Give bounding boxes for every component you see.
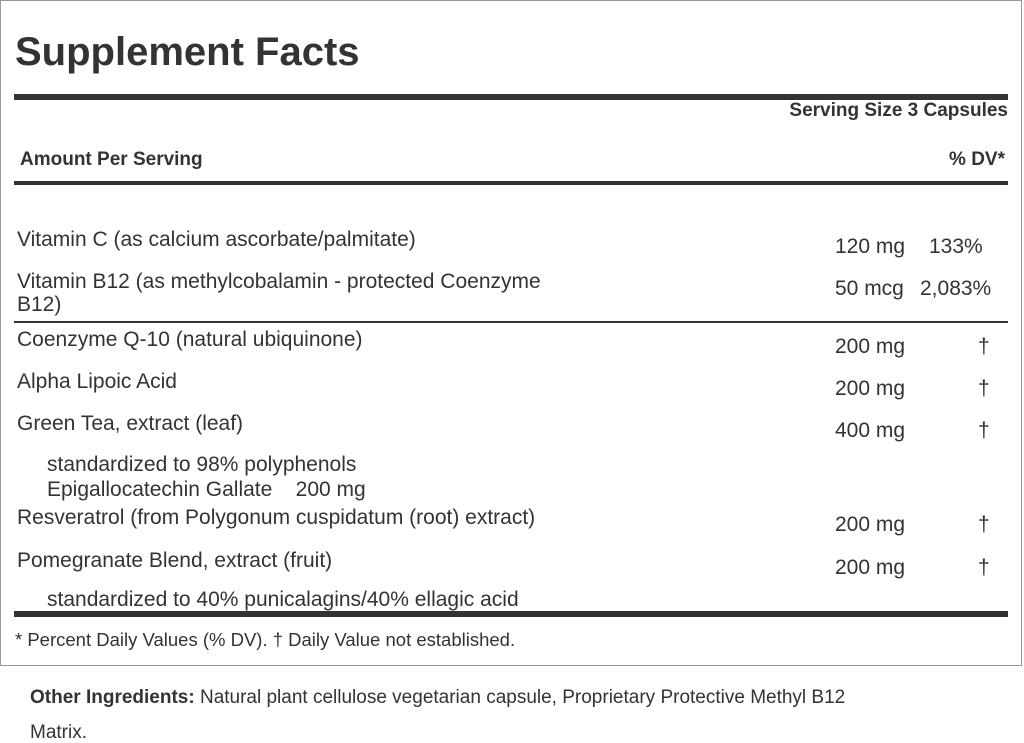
other-ingredients-line2: Matrix. (30, 722, 87, 743)
ingredient-name: Vitamin C (as calcium ascorbate/palmitat… (17, 228, 416, 251)
ingredient-name: Resveratrol (from Polygonum cuspidatum (… (17, 506, 536, 529)
dagger-mark: † (978, 419, 990, 442)
ingredient-amount: 50 mcg (835, 277, 904, 300)
ingredient-amount: 200 mg (835, 377, 906, 400)
bottom-divider (14, 611, 1008, 617)
ingredient-amount: 200 mg (835, 335, 906, 358)
ingredient-name: Coenzyme Q-10 (natural ubiquinone) (17, 328, 363, 351)
ingredient-sub: standardized to 98% polyphenols (47, 453, 357, 476)
ingredient-sub: standardized to 40% punicalagins/40% ell… (47, 588, 519, 611)
dv-header: % DV* (949, 149, 1005, 170)
ingredient-dv: 133% (929, 235, 983, 258)
dagger-mark: † (978, 556, 990, 579)
dagger-mark: † (978, 513, 990, 536)
ingredient-sub: Epigallocatechin Gallate 200 mg (47, 478, 366, 501)
ingredient-name: Green Tea, extract (leaf) (17, 412, 244, 435)
thick-divider (14, 94, 1008, 100)
dagger-mark: † (978, 335, 990, 358)
ingredient-amount: 200 mg (835, 556, 906, 579)
ingredient-amount: 120 mg (835, 235, 906, 258)
serving-size: Serving Size 3 Capsules (789, 100, 1008, 121)
dagger-mark: † (978, 377, 990, 400)
ingredient-amount: 400 mg (835, 419, 906, 442)
ingredient-name: Pomegranate Blend, extract (fruit) (17, 549, 333, 572)
header-divider (14, 181, 1008, 185)
ingredient-amount: 200 mg (835, 513, 906, 536)
ingredient-name: Alpha Lipoic Acid (17, 370, 177, 393)
ingredient-dv: 2,083% (920, 277, 992, 300)
supplement-facts-panel (0, 0, 1022, 666)
ingredient-name: Vitamin B12 (as methylcobalamin - protec… (17, 270, 541, 293)
ingredient-name-line2: B12) (17, 293, 62, 316)
panel-title: Supplement Facts (15, 30, 360, 74)
other-ingredients-text: Natural plant cellulose vegetarian capsu… (194, 687, 846, 708)
other-ingredients: Other Ingredients: Natural plant cellulo… (30, 688, 845, 707)
amount-per-serving-header: Amount Per Serving (20, 149, 203, 170)
thin-divider (14, 321, 1008, 323)
footnote: * Percent Daily Values (% DV). † Daily V… (15, 629, 516, 650)
other-ingredients-label: Other Ingredients: (30, 687, 195, 708)
